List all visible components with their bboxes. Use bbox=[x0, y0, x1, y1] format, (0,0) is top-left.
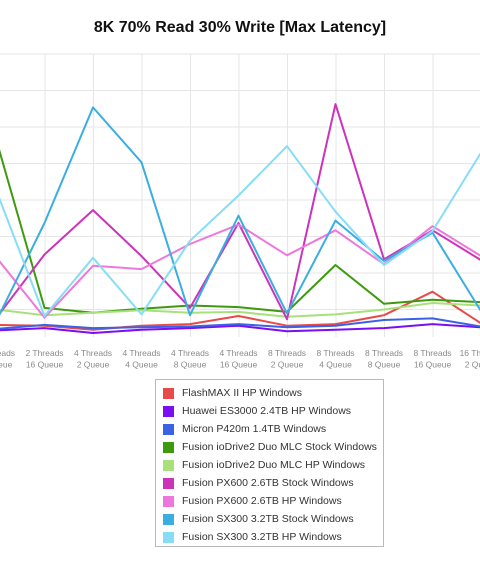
x-tick-label: 4 Threads 4 Queue bbox=[122, 348, 160, 370]
legend-swatch bbox=[163, 423, 174, 435]
legend-swatch bbox=[163, 387, 174, 399]
legend-swatch bbox=[163, 459, 174, 471]
series-line-2 bbox=[0, 317, 480, 330]
x-tick-label: 2 Threads 16 Queue bbox=[25, 348, 63, 370]
legend-item[interactable]: Fusion ioDrive2 Duo MLC HP Windows bbox=[163, 456, 383, 474]
series-line-7 bbox=[0, 106, 480, 317]
legend-label: FlashMAX II HP Windows bbox=[182, 387, 303, 399]
x-tick-label: 4 Threads 16 Queue bbox=[219, 348, 257, 370]
x-tick-label: 4 Threads 8 Queue bbox=[171, 348, 209, 370]
x-tick-label: 8 Threads 2 Queue bbox=[268, 348, 306, 370]
legend-item[interactable]: Fusion SX300 3.2TB Stock Windows bbox=[163, 510, 383, 528]
series-lines bbox=[0, 103, 480, 334]
legend-label: Fusion SX300 3.2TB HP Windows bbox=[182, 531, 342, 543]
series-line-8 bbox=[0, 145, 480, 317]
series-line-3 bbox=[0, 149, 480, 314]
series-line-1 bbox=[0, 323, 480, 334]
legend-label: Fusion SX300 3.2TB Stock Windows bbox=[182, 513, 354, 525]
x-tick-label: 4 Threads 2 Queue bbox=[74, 348, 112, 370]
legend-swatch bbox=[163, 477, 174, 489]
legend-label: Fusion PX600 2.6TB Stock Windows bbox=[182, 477, 354, 489]
legend-swatch bbox=[163, 405, 174, 417]
legend-swatch bbox=[163, 531, 174, 543]
legend-item[interactable]: Fusion PX600 2.6TB Stock Windows bbox=[163, 474, 383, 492]
legend-swatch bbox=[163, 441, 174, 453]
legend-label: Fusion ioDrive2 Duo MLC Stock Windows bbox=[182, 441, 377, 453]
legend-label: Huawei ES3000 2.4TB HP Windows bbox=[182, 405, 352, 417]
legend-label: Fusion ioDrive2 Duo MLC HP Windows bbox=[182, 459, 366, 471]
x-tick-label: 8 Threads 16 Queue bbox=[413, 348, 451, 370]
legend-item[interactable]: Micron P420m 1.4TB Windows bbox=[163, 420, 383, 438]
series-line-4 bbox=[0, 302, 480, 318]
legend-item[interactable]: Fusion PX600 2.6TB HP Windows bbox=[163, 492, 383, 510]
legend-item[interactable]: FlashMAX II HP Windows bbox=[163, 384, 383, 402]
series-line-5 bbox=[0, 103, 480, 321]
chart-legend: FlashMAX II HP Windows Huawei ES3000 2.4T… bbox=[155, 379, 384, 547]
legend-swatch bbox=[163, 495, 174, 507]
x-tick-label: 8 Threads 8 Queue bbox=[365, 348, 403, 370]
x-tick-label: 8 Threads 4 Queue bbox=[316, 348, 354, 370]
legend-item[interactable]: Fusion ioDrive2 Duo MLC Stock Windows bbox=[163, 438, 383, 456]
chart-title: 8K 70% Read 30% Write [Max Latency] bbox=[93, 19, 387, 36]
legend-swatch bbox=[163, 513, 174, 525]
legend-item[interactable]: Fusion SX300 3.2TB HP Windows bbox=[163, 528, 383, 546]
legend-item[interactable]: Huawei ES3000 2.4TB HP Windows bbox=[163, 402, 383, 420]
legend-label: Micron P420m 1.4TB Windows bbox=[182, 423, 327, 435]
grid-lines bbox=[0, 53, 480, 337]
legend-label: Fusion PX600 2.6TB HP Windows bbox=[182, 495, 342, 507]
